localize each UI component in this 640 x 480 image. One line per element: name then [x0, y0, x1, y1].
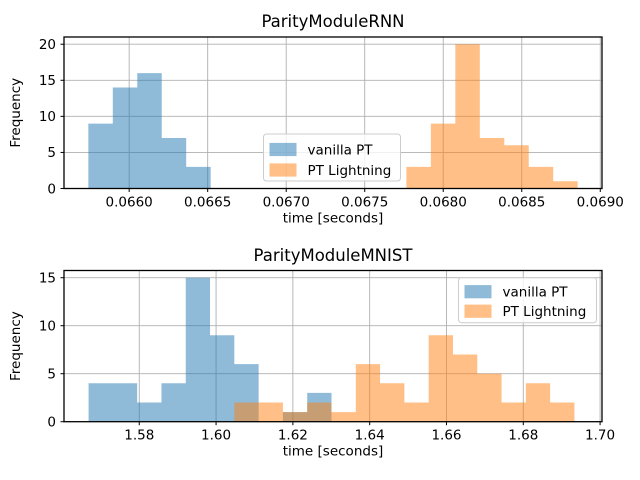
histogram-vanilla-pt	[88, 277, 575, 422]
x-tick-label: 0.0675	[341, 195, 388, 211]
legend-swatch-pt-lightning	[269, 163, 297, 177]
legend-label-vanilla-pt: vanilla PT	[308, 142, 374, 158]
x-tick-label: 1.58	[124, 428, 154, 444]
y-tick-label: 0	[47, 415, 56, 431]
chart-title: ParityModuleRNN	[261, 12, 404, 31]
plot-border	[63, 36, 603, 190]
x-tick-label: 1.62	[278, 428, 308, 444]
x-tick-label: 0.0685	[498, 195, 545, 211]
legend-swatch-vanilla-pt	[464, 285, 492, 299]
x-axis-label: time [seconds]	[283, 444, 384, 460]
x-tick-label: 0.0690	[577, 195, 624, 211]
y-tick-label: 10	[39, 319, 56, 335]
y-tick-label: 10	[39, 109, 56, 125]
x-tick-label: 0.0665	[184, 195, 231, 211]
x-tick-label: 1.68	[508, 428, 538, 444]
legend-swatch-vanilla-pt	[269, 142, 297, 157]
x-tick-label: 1.66	[431, 428, 461, 444]
x-tick-label: 0.0670	[263, 195, 310, 211]
histogram-pt-lightning	[88, 44, 578, 189]
legend-swatch-pt-lightning	[464, 304, 492, 318]
histogram-pt-lightning	[88, 335, 575, 422]
legend: vanilla PT PT Lightning	[263, 133, 401, 182]
y-tick-label: 15	[39, 271, 56, 287]
y-axis-label: Frequency	[8, 78, 24, 148]
chart-paritymodulernn: 0.0660 0.0665 0.0670 0.0675 0.0680 0.0685 0.06…	[8, 12, 624, 227]
y-axis-label: Frequency	[8, 311, 24, 381]
legend-label-vanilla-pt: vanilla PT	[503, 285, 569, 301]
x-tick-label: 0.0680	[420, 195, 467, 211]
x-axis-label: time [seconds]	[283, 211, 384, 227]
legend-box	[458, 277, 597, 324]
y-tick-label: 5	[47, 367, 56, 383]
chart-paritymodulemnist: 1.58 1.60 1.62 1.64 1.66 1.68 1.70 0 5 10 15 Parity…	[8, 246, 615, 460]
x-tick-label: 1.70	[585, 428, 615, 444]
plot-border	[63, 269, 603, 423]
x-tick-label: 1.60	[201, 428, 231, 444]
x-tick-label: 1.64	[355, 428, 385, 444]
chart-title: ParityModuleMNIST	[254, 246, 414, 265]
legend-label-pt-lightning: PT Lightning	[503, 304, 587, 320]
legend-box	[263, 133, 401, 182]
x-tick-label: 0.0660	[106, 195, 153, 211]
y-tick-label: 0	[47, 181, 56, 197]
y-tick-label: 20	[39, 37, 56, 53]
y-tick-label: 15	[39, 73, 56, 89]
y-tick-label: 5	[47, 145, 56, 161]
legend: vanilla PT PT Lightning	[458, 277, 597, 324]
histogram-vanilla-pt	[88, 73, 578, 189]
legend-label-pt-lightning: PT Lightning	[308, 163, 392, 179]
